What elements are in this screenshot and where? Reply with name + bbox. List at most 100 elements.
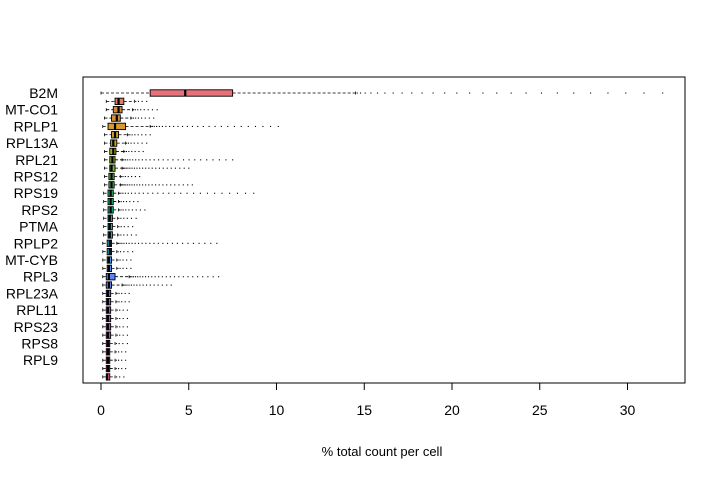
outlier-point [131,134,133,136]
outlier-point [125,184,127,186]
outlier-point [218,276,220,278]
outlier-point [122,334,124,336]
outlier-point [118,359,120,361]
outlier-point [151,184,153,186]
box-34 [102,373,125,381]
outlier-point [122,259,124,261]
outlier-point [125,167,127,169]
outlier-point [133,184,135,186]
outlier-point [125,159,127,161]
outlier-point [161,276,163,278]
outlier-point [178,276,180,278]
outlier-point [116,292,118,294]
outlier-point [183,167,185,169]
outlier-point [191,184,193,186]
outlier-point [137,242,140,244]
outlier-point [135,209,137,211]
outlier-point [142,167,144,169]
outlier-point [172,159,174,161]
box-iqr [105,273,116,281]
outlier-point [177,159,179,161]
outlier-point [137,100,139,102]
box-12 [103,189,255,197]
outlier-point [148,167,150,169]
outlier-point [496,92,498,94]
outlier-point [158,167,160,169]
outlier-point [128,150,130,153]
outlier-point [166,167,168,169]
outlier-point [128,284,130,286]
outlier-point [149,284,151,286]
outlier-point [148,184,150,186]
outlier-point [204,242,206,244]
outlier-point [370,92,372,94]
category-label: RPS23 [14,319,59,335]
box-15 [103,214,137,222]
outlier-point [135,117,137,119]
outlier-point [157,284,159,286]
outlier-point [169,276,171,278]
outlier-point [137,201,139,203]
outlier-point [168,192,170,194]
outlier-point [117,267,119,269]
outlier-point [207,276,209,278]
outlier-point [134,242,136,244]
outlier-point [131,167,133,169]
outlier-point [120,217,122,219]
outlier-point [158,125,160,127]
box-0 [100,89,664,97]
outlier-point [125,150,128,153]
outlier-point [199,192,201,194]
outlier-point [131,242,133,244]
box-14 [103,206,146,214]
outlier-point [136,184,138,186]
category-label: RPS8 [21,336,58,352]
outlier-point [122,184,124,186]
category-label: RPLP1 [14,118,59,134]
outlier-point [174,192,176,194]
outlier-point [356,92,358,94]
outlier-point [573,92,575,94]
outlier-point [186,192,188,194]
outlier-point [130,192,133,194]
outlier-point [129,134,131,136]
outlier-point [118,292,120,294]
box-5 [104,131,151,139]
box-11 [104,181,193,189]
outlier-point [122,176,124,178]
outlier-point [254,125,257,127]
outlier-point [122,159,124,161]
box-9 [104,164,190,172]
outlier-point [145,134,147,136]
outlier-point [147,276,150,278]
outlier-point [202,125,204,127]
outlier-point [144,209,146,211]
outlier-point [124,301,126,303]
outlier-point [181,125,184,127]
outlier-point [216,242,218,244]
outlier-point [142,284,144,286]
category-label: RPL23A [6,285,59,301]
outlier-point [145,167,147,169]
outlier-point [118,351,120,353]
outlier-point [129,159,131,161]
box-6 [104,139,148,147]
outlier-point [122,326,124,328]
box-27 [102,314,128,323]
outlier-point [444,92,446,94]
outlier-point [151,109,154,111]
outlier-point [187,242,189,244]
outlier-point [208,125,210,127]
outlier-point [253,192,255,194]
outlier-point [127,184,129,186]
outlier-point [115,343,117,345]
outlier-point [157,192,159,194]
outlier-point [122,209,124,211]
outlier-point [138,159,140,161]
outlier-point [206,192,208,194]
outlier-point [121,301,123,303]
box-30 [102,339,128,348]
outlier-point [118,368,120,370]
outlier-point [139,184,141,186]
outlier-point [170,167,172,169]
